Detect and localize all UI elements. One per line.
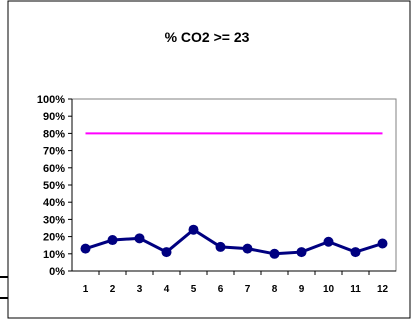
plot-area	[71, 98, 397, 272]
data-point	[107, 235, 118, 246]
y-tick-label: 0%	[49, 266, 65, 278]
data-point	[134, 233, 145, 244]
chart-title: % CO2 >= 23	[165, 29, 250, 45]
data-point	[80, 243, 91, 254]
x-tick-label: 6	[218, 284, 224, 295]
x-tick-label: 9	[299, 284, 305, 295]
x-axis-ticks: 1 2 3 4 5 6 7 8 9 10 11 12	[83, 271, 389, 295]
x-tick-label: 10	[323, 284, 335, 295]
data-point	[188, 224, 199, 235]
y-tick-label: 10%	[43, 249, 65, 261]
y-tick-label: 100%	[37, 94, 65, 106]
y-tick-label: 40%	[43, 197, 65, 209]
data-point	[215, 241, 226, 252]
y-tick-label: 90%	[43, 111, 65, 123]
data-point	[350, 247, 361, 258]
y-tick-label: 50%	[43, 180, 65, 192]
data-point	[377, 238, 388, 249]
x-tick-label: 8	[272, 284, 278, 295]
y-tick-label: 80%	[43, 128, 65, 140]
y-tick-label: 20%	[43, 232, 65, 244]
data-point	[161, 247, 172, 258]
x-tick-label: 5	[191, 284, 197, 295]
y-tick-label: 70%	[43, 146, 65, 158]
y-tick-label: 30%	[43, 214, 65, 226]
x-tick-label: 4	[164, 284, 170, 295]
x-tick-label: 1	[83, 284, 89, 295]
y-tick-label: 60%	[43, 163, 65, 175]
x-tick-label: 7	[245, 284, 251, 295]
data-point	[296, 247, 307, 258]
data-point	[323, 236, 334, 247]
x-tick-label: 3	[137, 284, 143, 295]
y-axis-ticks: 0% 10% 20% 30% 40% 50% 60% 70% 80% 90% 100%	[37, 94, 72, 278]
x-tick-label: 2	[110, 284, 116, 295]
x-tick-label: 11	[350, 284, 361, 295]
data-point	[242, 243, 253, 254]
data-point	[269, 248, 280, 259]
x-tick-label: 12	[377, 284, 389, 295]
series-layer	[80, 132, 388, 259]
